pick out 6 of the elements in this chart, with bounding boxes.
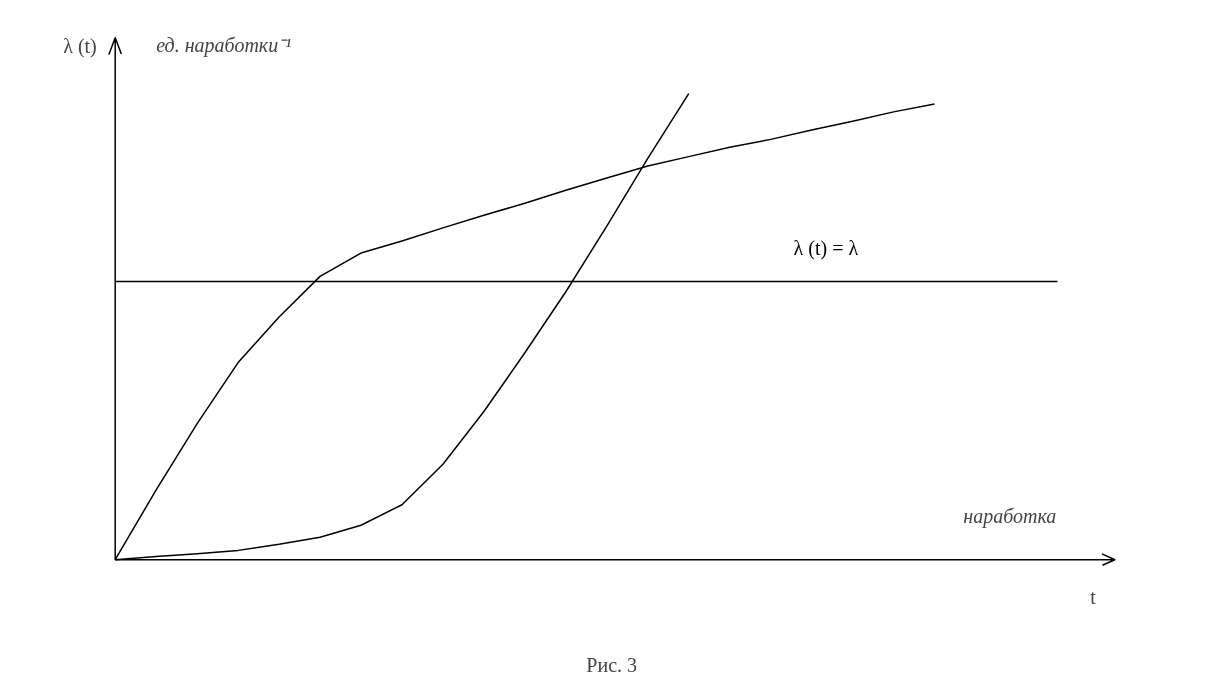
series-label: λ (t) = λ xyxy=(793,237,859,261)
annotation: наработка xyxy=(963,505,1057,529)
x-axis-title: t xyxy=(1090,585,1097,608)
text: ед. наработки⁻¹ xyxy=(156,34,292,58)
y-axis-title: λ (t) xyxy=(63,35,97,59)
text: Рис. 3 xyxy=(586,654,638,677)
